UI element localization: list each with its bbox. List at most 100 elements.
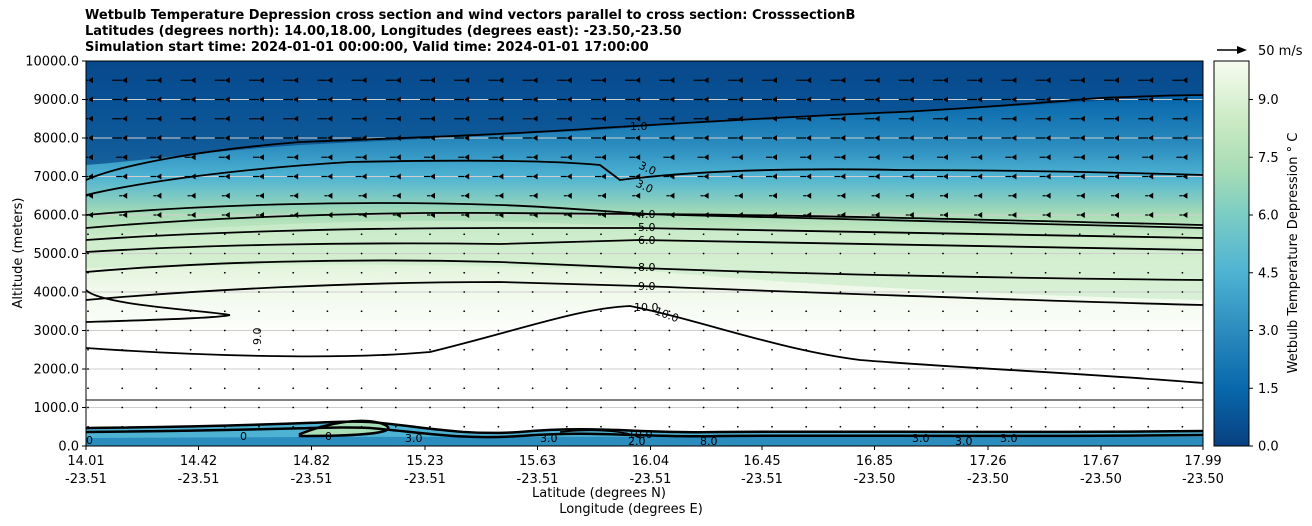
- wind-vector: [497, 329, 500, 332]
- wind-vector: [360, 387, 363, 390]
- wind-vector-head: [1148, 154, 1154, 161]
- x-tick-label-lat: 16.45: [743, 454, 780, 469]
- wind-vector: [736, 291, 739, 293]
- surface-label-7: 2.0: [628, 435, 646, 448]
- wind-vector-head: [122, 173, 128, 180]
- wind-vector: [258, 425, 260, 428]
- wind-vector: [360, 252, 363, 255]
- x-tick-label-lon: -23.51: [517, 472, 559, 487]
- wind-vector-head: [943, 212, 948, 218]
- wind-vector: [702, 348, 705, 351]
- wind-vector-head: [840, 115, 846, 122]
- wind-vector-head: [908, 212, 914, 218]
- wind-vector-head: [566, 115, 572, 122]
- wind-vector-head: [430, 154, 435, 161]
- wind-vector-head: [259, 135, 264, 141]
- wind-vector: [326, 291, 329, 293]
- wind-vector: [565, 348, 568, 351]
- wind-vector: [326, 348, 329, 351]
- wind-vector-head: [1182, 173, 1188, 180]
- contour-label-10a: 10.0: [634, 301, 659, 314]
- wind-vector: [771, 310, 773, 313]
- wind-vector-head: [874, 115, 880, 122]
- wind-vector-head: [806, 135, 812, 141]
- wind-vector: [258, 387, 260, 390]
- wind-vector: [394, 329, 397, 332]
- wind-vector: [942, 406, 944, 409]
- wind-vector: [155, 271, 158, 274]
- x-tick-label-lat: 14.42: [180, 454, 217, 469]
- wind-vector-head: [293, 173, 299, 180]
- wind-vector: [360, 348, 363, 351]
- wind-vector-head: [259, 212, 264, 218]
- wind-vector: [292, 425, 295, 428]
- wind-vector: [1010, 387, 1013, 390]
- wind-vector: [87, 387, 89, 390]
- wind-vector: [87, 406, 89, 409]
- wind-vector: [805, 368, 808, 370]
- surface-label-8: 8.0: [700, 435, 718, 448]
- wind-vector: [360, 329, 363, 332]
- wind-vector: [394, 252, 397, 255]
- colorbar-tick-label: 9.0: [1258, 93, 1279, 108]
- wind-vector-head: [395, 96, 401, 103]
- wind-vector: [1181, 387, 1184, 390]
- wind-vector-head: [464, 135, 470, 141]
- wind-vector: [87, 368, 89, 370]
- wind-vector-head: [224, 154, 230, 161]
- wind-vector: [292, 368, 295, 370]
- surface-label-6: 10.0: [628, 428, 653, 441]
- wind-vector: [223, 387, 226, 390]
- wind-vector: [292, 406, 295, 409]
- wind-vector-head: [669, 135, 675, 141]
- wind-vector: [87, 425, 89, 428]
- wind-vector-head: [498, 77, 504, 84]
- wind-vector: [976, 368, 979, 370]
- wind-vector-head: [669, 77, 675, 84]
- wind-vector: [1147, 310, 1150, 313]
- wind-vector: [771, 425, 773, 428]
- wind-vector-head: [635, 192, 641, 199]
- wind-vector: [805, 425, 808, 428]
- wind-vector-head: [840, 173, 846, 180]
- wind-vector: [1113, 252, 1115, 255]
- wind-vector: [531, 291, 534, 293]
- wind-vector-head: [361, 115, 367, 122]
- wind-vector-head: [1011, 115, 1017, 122]
- wind-vector: [907, 310, 910, 313]
- wind-vector: [360, 425, 363, 428]
- wind-vector: [189, 387, 192, 390]
- wind-vector-head: [1045, 212, 1051, 218]
- wind-vector-head: [1011, 154, 1017, 161]
- wind-vector: [771, 271, 773, 274]
- wind-vector-head: [430, 77, 435, 84]
- wind-vector-head: [1114, 212, 1119, 218]
- wind-vector-head: [1079, 212, 1085, 218]
- wind-vector: [805, 271, 808, 274]
- wind-vector: [292, 310, 295, 313]
- wind-vector-head: [430, 192, 435, 199]
- wind-vector-head: [908, 115, 914, 122]
- wind-vector-head: [635, 135, 641, 141]
- x-tick-label-lon: -23.51: [178, 472, 220, 487]
- wind-vector: [805, 233, 808, 236]
- wind-vector: [600, 348, 602, 351]
- wind-vector: [463, 271, 466, 274]
- wind-vector: [1078, 348, 1081, 351]
- wind-vector: [600, 368, 602, 370]
- wind-vector: [736, 348, 739, 351]
- wind-vector-head: [772, 212, 777, 218]
- wind-vector: [326, 233, 329, 236]
- wind-vector: [1181, 310, 1184, 313]
- wind-vector: [805, 348, 808, 351]
- wind-vector: [326, 252, 329, 255]
- wind-vector: [292, 252, 295, 255]
- wind-vector-head: [156, 96, 162, 103]
- mid-green-band: [86, 220, 1203, 300]
- wind-vector-head: [259, 77, 264, 84]
- wind-vector: [360, 271, 363, 274]
- wind-vector-head: [224, 115, 230, 122]
- wind-vector: [87, 271, 89, 274]
- wind-vector: [189, 425, 192, 428]
- wind-vector: [600, 387, 602, 390]
